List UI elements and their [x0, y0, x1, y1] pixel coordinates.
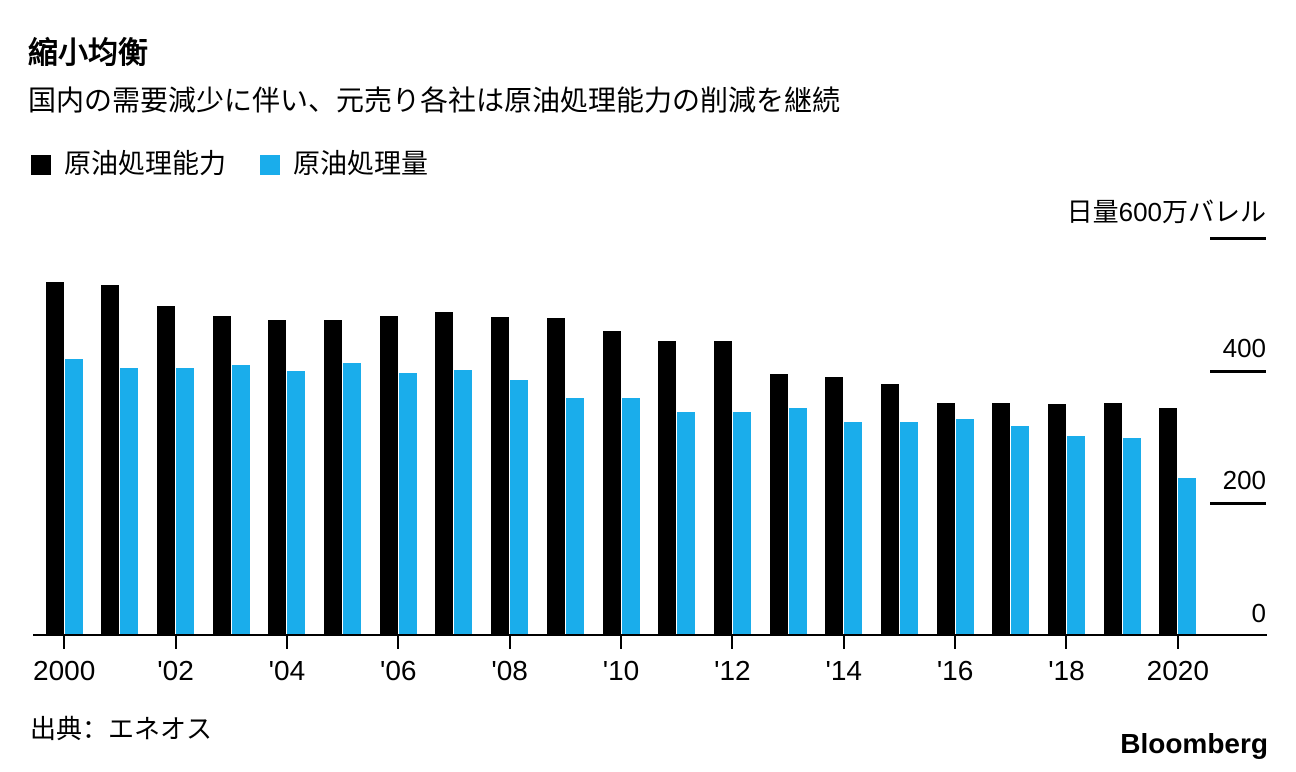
bar-capacity-2018	[1047, 403, 1066, 636]
bar-capacity-2003	[212, 316, 231, 636]
y-tick-label-0: 0	[1251, 598, 1266, 628]
x-axis-line	[33, 634, 1267, 636]
bar-throughput-2018	[1066, 435, 1085, 636]
y-tick-label-400: 400	[1222, 332, 1266, 363]
x-tick-16	[954, 636, 957, 649]
y-axis-unit-label: 日量600万バレル	[1066, 197, 1266, 227]
bar-capacity-2004	[268, 320, 287, 636]
x-tick-02	[174, 636, 177, 649]
y-tick-600	[1210, 237, 1266, 240]
x-tick-14	[842, 636, 845, 649]
x-tick-label-18: '18	[1048, 655, 1085, 686]
y-tick-400	[1210, 369, 1266, 373]
bar-capacity-2020	[1159, 408, 1178, 636]
legend: 原油処理能力 原油処理量	[31, 151, 428, 178]
x-tick-08	[508, 636, 511, 649]
bar-throughput-2016	[955, 419, 974, 636]
x-tick-04	[285, 636, 288, 649]
bar-throughput-2019	[1122, 438, 1141, 636]
legend-item-throughput: 原油処理量	[260, 151, 428, 178]
x-tick-2020	[1176, 636, 1179, 649]
bar-capacity-2007	[435, 312, 454, 636]
y-tick-label-200: 200	[1222, 465, 1266, 496]
bar-throughput-2009	[565, 397, 584, 636]
bar-capacity-2010	[602, 330, 621, 636]
bar-throughput-2014	[844, 421, 863, 636]
bar-throughput-2005	[343, 362, 362, 636]
bar-throughput-2000	[64, 359, 83, 636]
capacity-swatch-icon	[31, 154, 51, 175]
bar-capacity-2012	[713, 340, 732, 636]
bar-throughput-2002	[176, 368, 195, 636]
bar-capacity-2006	[379, 316, 398, 636]
bar-capacity-2001	[101, 285, 120, 636]
legend-label-capacity: 原油処理能力	[64, 149, 226, 179]
bloomberg-logo: Bloomberg	[1120, 728, 1268, 759]
bar-capacity-2014	[825, 376, 844, 636]
bar-throughput-2015	[899, 421, 918, 636]
source-credit: 出典：エネオス	[30, 714, 213, 744]
bar-throughput-2013	[788, 408, 807, 636]
x-tick-label-08: '08	[491, 655, 528, 686]
x-tick-06	[397, 636, 400, 649]
bar-capacity-2015	[880, 383, 899, 636]
bar-capacity-2016	[936, 403, 955, 636]
bar-throughput-2006	[398, 372, 417, 636]
bar-throughput-2004	[287, 370, 306, 636]
bar-capacity-2013	[769, 373, 788, 636]
bar-capacity-2011	[658, 340, 677, 636]
legend-label-throughput: 原油処理量	[293, 149, 428, 179]
x-tick-label-16: '16	[936, 655, 974, 686]
bar-capacity-2009	[546, 318, 565, 636]
bar-throughput-2012	[732, 412, 751, 636]
bar-throughput-2003	[231, 364, 250, 636]
bar-throughput-2017	[1011, 425, 1030, 636]
bar-throughput-2011	[677, 412, 696, 636]
bar-throughput-2001	[120, 368, 139, 636]
bar-capacity-2000	[45, 282, 64, 636]
x-tick-label-12: '12	[714, 655, 751, 686]
y-tick-200	[1210, 502, 1266, 506]
throughput-swatch-icon	[260, 154, 280, 175]
bar-capacity-2008	[491, 316, 510, 636]
chart-title: 縮小均衡	[28, 37, 148, 70]
x-tick-label-14: '14	[825, 655, 862, 686]
legend-item-capacity: 原油処理能力	[31, 151, 226, 178]
bar-throughput-2010	[621, 397, 640, 636]
bar-capacity-2002	[157, 305, 176, 636]
bar-capacity-2005	[324, 320, 343, 636]
x-tick-label-02: '02	[157, 655, 194, 686]
bar-capacity-2017	[992, 402, 1011, 636]
bar-throughput-2020	[1178, 478, 1197, 636]
x-tick-18	[1065, 636, 1068, 649]
bar-throughput-2007	[454, 370, 473, 636]
bar-throughput-2008	[510, 379, 529, 636]
x-tick-label-2020: 2020	[1146, 655, 1209, 686]
bar-capacity-2019	[1103, 403, 1122, 636]
x-tick-2000	[63, 636, 66, 649]
x-tick-label-2000: 2000	[33, 655, 96, 686]
x-tick-label-04: '04	[268, 655, 306, 686]
x-tick-10	[620, 636, 622, 649]
chart-subtitle: 国内の需要減少に伴い、元売り各社は原油処理能力の削減を継続	[28, 85, 841, 116]
x-tick-label-10: '10	[602, 655, 640, 686]
x-tick-12	[731, 636, 734, 649]
x-tick-label-06: '06	[380, 655, 417, 686]
